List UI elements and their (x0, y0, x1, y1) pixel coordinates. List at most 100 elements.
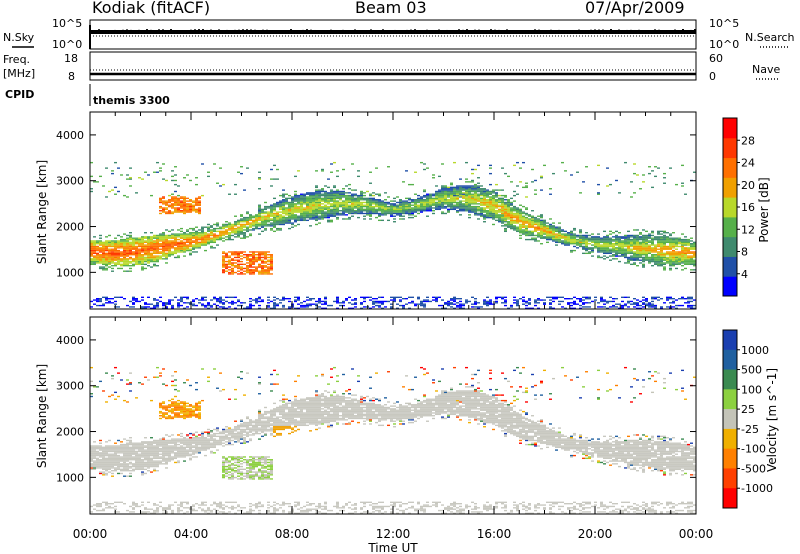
power-cell (609, 230, 612, 233)
power-cell (195, 200, 198, 202)
power-cell (162, 163, 165, 165)
power-cell (309, 304, 312, 307)
power-cell (246, 236, 249, 238)
power-cell (606, 234, 609, 237)
power-cell (591, 251, 594, 253)
power-cell (621, 237, 624, 239)
power-cell (684, 259, 687, 261)
power-cell (684, 256, 687, 259)
power-cell (345, 207, 348, 209)
power-cell (477, 212, 480, 215)
power-cell (483, 303, 486, 305)
power-cell (648, 233, 651, 235)
power-cell (330, 163, 333, 165)
power-cell (138, 238, 141, 241)
velocity-cell (96, 460, 99, 462)
power-cell (291, 197, 294, 200)
power-cell (474, 211, 477, 213)
power-cell (225, 226, 228, 228)
power-cell (546, 238, 549, 241)
power-cell (153, 307, 156, 309)
power-cell (495, 199, 498, 201)
power-cell (375, 210, 378, 212)
power-cell (225, 263, 228, 266)
power-cell (654, 175, 657, 178)
power-cell (504, 208, 507, 211)
power-cell (348, 296, 351, 299)
power-cell (633, 255, 636, 257)
power-cell (651, 230, 654, 233)
power-cell (441, 197, 444, 200)
power-cell (204, 226, 207, 228)
power-cell (651, 303, 654, 305)
power-cell (492, 194, 495, 197)
power-cell (384, 208, 387, 211)
power-cell (261, 270, 264, 272)
power-cell (636, 249, 639, 252)
power-cell (351, 210, 354, 212)
power-cell (654, 306, 657, 308)
power-cell (567, 241, 570, 244)
power-cell (168, 212, 171, 215)
power-cell (93, 247, 96, 249)
power-cell (357, 207, 360, 209)
power-cell (654, 259, 657, 261)
power-cell (582, 243, 585, 245)
power-cell (501, 205, 504, 208)
power-cell (216, 307, 219, 309)
power-cell (306, 197, 309, 200)
power-cell (459, 204, 462, 206)
power-ylabel: Slant Range [km] (35, 160, 49, 264)
power-cell (537, 229, 540, 231)
power-cell (201, 296, 204, 299)
power-cell (513, 221, 516, 223)
power-cell (126, 262, 129, 264)
power-cell (636, 240, 639, 242)
power-cell (591, 238, 594, 241)
power-cell (339, 196, 342, 198)
power-cell (624, 238, 627, 241)
power-cell (495, 214, 498, 216)
power-cell (375, 211, 378, 213)
power-cell (258, 214, 261, 216)
power-cell (162, 208, 165, 211)
power-cell (174, 190, 177, 193)
power-cell (195, 201, 198, 204)
power-cell (552, 298, 555, 300)
power-cell (690, 255, 693, 257)
velocity-cell (117, 445, 120, 447)
power-cell (690, 247, 693, 249)
power-cell (495, 183, 498, 186)
power-cell (195, 237, 198, 239)
power-cell (483, 188, 486, 190)
power-cell (165, 208, 168, 211)
power-cell (537, 215, 540, 217)
power-cell (240, 263, 243, 266)
power-cell (426, 167, 429, 169)
power-cell (504, 216, 507, 219)
velocity-cell (129, 443, 132, 446)
power-cell (627, 262, 630, 264)
power-cell (168, 248, 171, 250)
power-cell (327, 194, 330, 197)
power-cell (165, 240, 168, 242)
power-cell (486, 303, 489, 305)
power-cell (390, 212, 393, 215)
power-cell (294, 193, 297, 195)
power-cell (504, 299, 507, 301)
power-cell (672, 252, 675, 255)
power-cell (648, 260, 651, 263)
power-cell (108, 190, 111, 193)
power-cell (192, 247, 195, 249)
power-cell (267, 302, 270, 304)
power-cell (279, 221, 282, 223)
power-cell (132, 254, 135, 256)
power-cell (312, 215, 315, 217)
power-cell (351, 189, 354, 191)
velocity-cell (120, 501, 123, 504)
power-cell (156, 255, 159, 257)
power-cell (171, 233, 174, 235)
power-cell (384, 212, 387, 215)
power-cell (117, 243, 120, 245)
power-cell (606, 256, 609, 259)
